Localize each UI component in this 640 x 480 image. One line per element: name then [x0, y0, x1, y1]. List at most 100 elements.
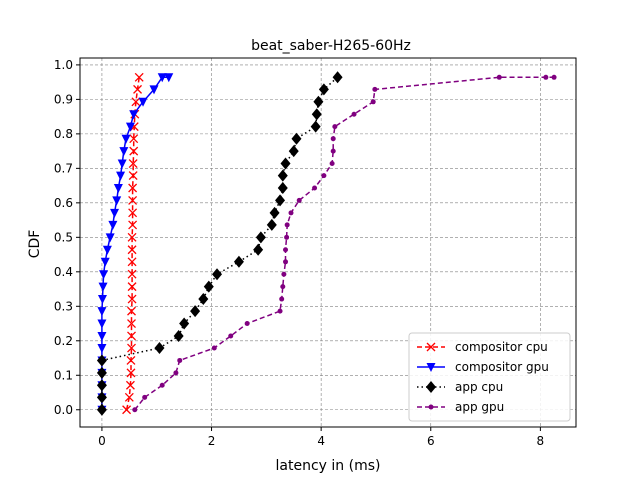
legend-marker [429, 405, 434, 410]
data-point-app-gpu [132, 407, 137, 412]
data-point-app-gpu [321, 173, 326, 178]
data-point-app-gpu [297, 198, 302, 203]
data-point-app-gpu [228, 333, 233, 338]
data-point-app-cpu [278, 182, 288, 194]
y-tick-label: 0.8 [54, 127, 73, 141]
data-point-app-cpu [97, 354, 107, 366]
data-point-app-cpu [234, 256, 244, 268]
data-point-app-gpu [142, 395, 147, 400]
series-line-app-cpu [102, 77, 338, 410]
x-tick-label: 0 [98, 434, 106, 448]
legend-label: app cpu [455, 380, 503, 394]
data-point-compositor-gpu [97, 307, 106, 316]
data-point-app-gpu [312, 186, 317, 191]
data-point-app-cpu [253, 244, 263, 256]
data-point-app-gpu [352, 112, 357, 117]
data-point-compositor-gpu [110, 209, 119, 218]
series-compositor-gpu [97, 73, 173, 414]
x-tick-label: 6 [427, 434, 435, 448]
data-point-compositor-gpu [114, 184, 123, 193]
y-tick-label: 0.6 [54, 196, 73, 210]
data-point-compositor-gpu [122, 135, 131, 144]
data-point-compositor-gpu [119, 147, 128, 156]
data-point-compositor-gpu [112, 196, 121, 205]
data-point-app-cpu [289, 145, 299, 157]
y-tick-label: 1.0 [54, 58, 73, 72]
y-tick-label: 0.1 [54, 368, 73, 382]
y-tick-label: 0.4 [54, 265, 73, 279]
x-tick-label: 4 [317, 434, 325, 448]
y-tick-label: 0.9 [54, 92, 73, 106]
data-point-compositor-gpu [118, 160, 127, 169]
data-point-compositor-gpu [97, 344, 106, 353]
x-axis-title: latency in (ms) [276, 458, 381, 474]
data-point-compositor-gpu [97, 320, 106, 329]
y-tick-label: 0.5 [54, 230, 73, 244]
data-point-app-gpu [331, 149, 336, 154]
data-point-compositor-gpu [103, 246, 112, 255]
data-point-app-cpu [319, 83, 329, 95]
data-point-compositor-gpu [98, 295, 107, 304]
legend-label: compositor gpu [455, 360, 549, 374]
data-point-app-cpu [311, 121, 321, 133]
data-point-app-gpu [160, 383, 165, 388]
data-point-app-gpu [280, 284, 285, 289]
data-point-app-cpu [275, 194, 285, 206]
data-point-compositor-cpu [129, 172, 137, 180]
data-point-app-cpu [270, 207, 280, 219]
data-point-app-gpu [371, 99, 376, 104]
data-point-app-gpu [279, 297, 284, 302]
x-tick-label: 8 [537, 434, 545, 448]
y-tick-label: 0.3 [54, 299, 73, 313]
y-tick-label: 0.7 [54, 161, 73, 175]
data-point-app-gpu [283, 247, 288, 252]
data-point-app-cpu [97, 404, 107, 416]
data-point-app-gpu [330, 161, 335, 166]
data-point-app-gpu [281, 272, 286, 277]
data-point-compositor-gpu [97, 332, 106, 341]
data-point-app-gpu [332, 124, 337, 129]
legend: compositor cpu compositor gpu app cpu app g… [409, 333, 570, 421]
data-point-app-cpu [313, 96, 323, 108]
data-point-app-cpu [97, 391, 107, 403]
data-point-app-gpu [497, 75, 502, 80]
legend-label: app gpu [455, 400, 504, 414]
data-point-app-cpu [97, 379, 107, 391]
data-point-app-gpu [284, 235, 289, 240]
data-point-compositor-gpu [116, 172, 125, 181]
data-point-app-gpu [278, 309, 283, 314]
data-point-app-cpu [154, 342, 164, 354]
data-point-compositor-gpu [99, 283, 108, 292]
data-point-app-cpu [174, 330, 184, 342]
y-axis-title: CDF [27, 230, 43, 259]
data-point-app-cpu [281, 158, 291, 170]
data-point-app-cpu [179, 318, 189, 330]
data-point-app-cpu [333, 71, 343, 83]
data-point-app-cpu [278, 170, 288, 182]
data-point-app-cpu [198, 293, 208, 305]
y-tick-label: 0.0 [54, 403, 73, 417]
data-point-app-gpu [212, 346, 217, 351]
y-tick-label: 0.2 [54, 334, 73, 348]
data-point-app-gpu [543, 75, 548, 80]
data-point-app-gpu [283, 259, 288, 264]
data-point-app-gpu [331, 136, 336, 141]
data-point-app-gpu [177, 358, 182, 363]
data-point-compositor-gpu [108, 221, 117, 230]
data-point-compositor-gpu [106, 233, 115, 242]
data-point-app-cpu [97, 367, 107, 379]
data-point-app-cpu [291, 133, 301, 145]
x-tick-label: 2 [208, 434, 216, 448]
data-point-app-gpu [372, 87, 377, 92]
data-point-compositor-gpu [99, 270, 108, 279]
data-point-app-gpu [289, 210, 294, 215]
data-point-app-gpu [285, 222, 290, 227]
data-point-app-gpu [552, 75, 557, 80]
data-point-compositor-cpu [128, 332, 136, 340]
data-point-app-gpu [245, 321, 250, 326]
data-point-app-cpu [312, 108, 322, 120]
data-point-app-gpu [173, 370, 178, 375]
legend-label: compositor cpu [455, 340, 548, 354]
chart-title: beat_saber-H265-60Hz [251, 38, 411, 54]
